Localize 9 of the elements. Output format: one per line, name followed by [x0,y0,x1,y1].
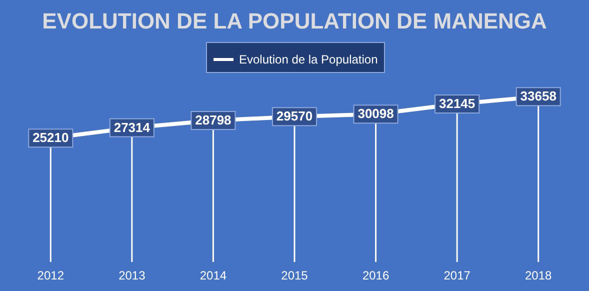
x-tick-label: 2018 [525,268,552,282]
x-tick-label: 2014 [200,268,227,282]
chart-title: EVOLUTION DE LA POPULATION DE MANENGA [42,8,547,34]
x-tick-label: 2012 [37,268,64,282]
x-tick-label: 2016 [362,268,390,282]
x-tick-label: 2015 [281,268,308,282]
x-tick-label: 2017 [444,268,471,282]
legend-label: Evolution de la Population [239,52,378,66]
x-tick-label: 2013 [118,268,146,282]
